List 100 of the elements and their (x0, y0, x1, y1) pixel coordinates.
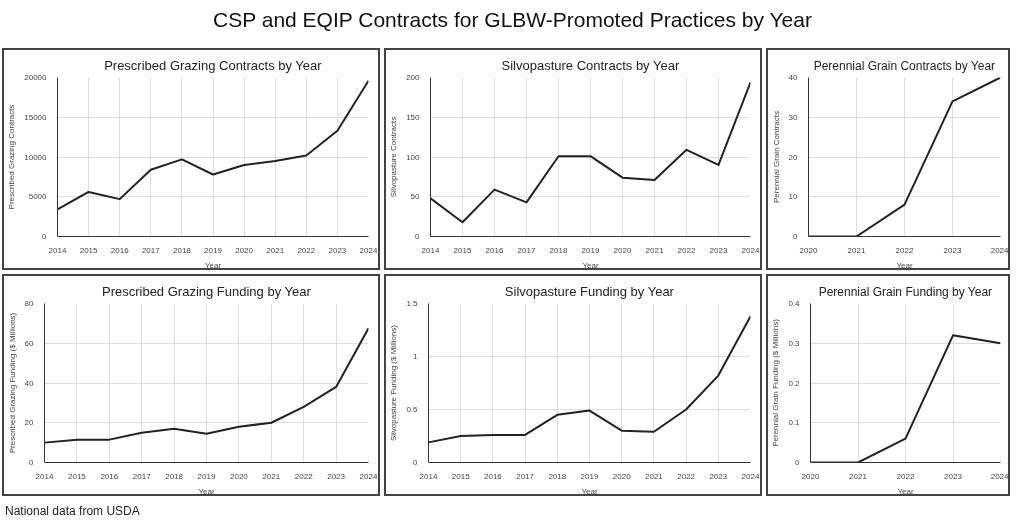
x-tick-label: 2024 (741, 245, 760, 255)
y-axis-title: Perennial Grain Contracts (771, 110, 781, 204)
y-tick-label: 10000 (24, 152, 48, 162)
x-tick-label: 2018 (165, 471, 184, 481)
x-tick-label: 2024 (359, 471, 378, 481)
x-tick-label: 2021 (645, 245, 664, 255)
x-tick-label: 2016 (484, 471, 503, 481)
chart-title: Prescribed Grazing Funding by Year (101, 283, 312, 299)
x-tick-label: 2019 (580, 471, 599, 481)
x-tick-label: 2024 (359, 245, 378, 255)
x-tick-label: 2020 (799, 245, 818, 255)
y-axis-title: Silvopasture Funding ($ Millions) (389, 324, 399, 442)
x-tick-label: 2021 (847, 245, 866, 255)
line-series (57, 79, 369, 211)
x-tick-label: 2022 (677, 471, 696, 481)
y-tick-label: 0.3 (788, 338, 801, 348)
y-tick-label: 0.4 (788, 299, 801, 308)
x-axis-title: Year (198, 486, 215, 496)
x-tick-label: 2023 (944, 471, 963, 481)
x-axis-title: Year (204, 260, 222, 270)
x-tick-label: 2024 (990, 471, 1010, 481)
x-tick-label: 2022 (896, 471, 915, 481)
x-axis-title: Year (582, 260, 599, 270)
x-tick-label: 2018 (173, 245, 192, 255)
x-axis-title: Year (896, 260, 913, 270)
y-tick-label: 30 (788, 112, 799, 122)
y-tick-label: 5000 (28, 192, 48, 202)
y-tick-label: 100 (406, 152, 421, 162)
x-tick-label: 2022 (294, 471, 314, 481)
text: National data from USDA (5, 503, 140, 520)
chart-title: Prescribed Grazing Contracts by Year (104, 57, 323, 73)
y-axis-title: Silvopasture Contracts (389, 116, 399, 198)
x-tick-label: 2023 (328, 245, 347, 255)
x-tick-label: 2022 (677, 245, 696, 255)
y-tick-label: 20000 (24, 73, 48, 82)
y-tick-label: 20 (788, 152, 799, 162)
x-tick-label: 2023 (943, 245, 962, 255)
chart-title: Silvopasture Funding by Year (504, 283, 675, 299)
line-series (430, 81, 751, 224)
x-tick-label: 2016 (100, 471, 119, 481)
x-tick-label: 2023 (327, 471, 346, 481)
x-tick-label: 2015 (68, 471, 87, 481)
x-tick-label: 2015 (451, 471, 471, 481)
x-tick-label: 2022 (297, 245, 316, 255)
x-tick-label: 2021 (262, 471, 281, 481)
y-tick-label: 10 (788, 192, 799, 202)
y-tick-label: 0.1 (788, 418, 801, 428)
y-tick-label: 60 (24, 338, 35, 348)
x-tick-label: 2020 (230, 471, 249, 481)
y-tick-label: 50 (410, 192, 421, 202)
x-tick-label: 2023 (709, 471, 728, 481)
x-tick-label: 2017 (141, 245, 161, 255)
x-tick-label: 2018 (548, 471, 567, 481)
y-tick-label: 15000 (24, 112, 48, 122)
y-tick-label: 1.5 (406, 299, 419, 308)
x-tick-label: 2020 (235, 245, 254, 255)
x-tick-label: 2019 (197, 471, 216, 481)
x-tick-label: 2014 (48, 245, 67, 255)
x-tick-label: 2017 (517, 245, 536, 255)
text: CSP and EQIP Contracts for GLBW-Promoted Practices by Year (213, 7, 812, 33)
x-tick-label: 2021 (266, 245, 285, 255)
x-tick-label: 2017 (516, 471, 535, 481)
x-tick-label: 2016 (110, 245, 130, 255)
y-tick-label: 1 (413, 352, 419, 361)
y-tick-label: 0 (413, 458, 419, 467)
y-tick-label: 0.2 (788, 378, 801, 388)
chart-title: Perennial Grain Contracts by Year (813, 58, 996, 73)
x-tick-label: 2014 (421, 245, 440, 255)
x-tick-label: 2019 (581, 245, 600, 255)
y-tick-label: 0 (29, 458, 35, 467)
y-axis-title: Perennial Grain Funding ($ Millions) (771, 318, 781, 447)
x-tick-label: 2016 (485, 245, 504, 255)
x-tick-label: 2020 (801, 471, 820, 481)
x-tick-label: 2015 (453, 245, 472, 255)
y-tick-label: 40 (24, 378, 35, 388)
y-tick-label: 0 (415, 232, 421, 241)
x-tick-label: 2020 (613, 245, 632, 255)
x-tick-label: 2024 (741, 471, 760, 481)
x-tick-label: 2023 (709, 245, 728, 255)
y-tick-label: 150 (406, 112, 421, 122)
x-tick-label: 2024 (990, 245, 1010, 255)
y-axis-title: Prescribed Grazing Contracts (7, 104, 17, 210)
x-tick-label: 2021 (645, 471, 664, 481)
chart-title: Perennial Grain Funding by Year (818, 284, 993, 299)
x-axis-title: Year (897, 486, 914, 496)
y-tick-label: 0 (793, 232, 799, 241)
y-tick-label: 0.5 (406, 405, 419, 414)
chart-title: Silvopasture Contracts by Year (501, 57, 680, 73)
line-series (428, 315, 751, 444)
x-tick-label: 2019 (204, 245, 223, 255)
y-tick-label: 20 (24, 418, 35, 428)
x-tick-label: 2020 (612, 471, 632, 481)
x-tick-label: 2014 (419, 471, 438, 481)
x-axis-title: Year (581, 486, 598, 496)
x-tick-label: 2017 (132, 471, 152, 481)
line-series (44, 327, 369, 444)
y-tick-label: 0 (795, 458, 801, 467)
y-tick-label: 0 (42, 232, 48, 241)
y-tick-label: 80 (24, 299, 35, 308)
x-tick-label: 2015 (79, 245, 99, 255)
